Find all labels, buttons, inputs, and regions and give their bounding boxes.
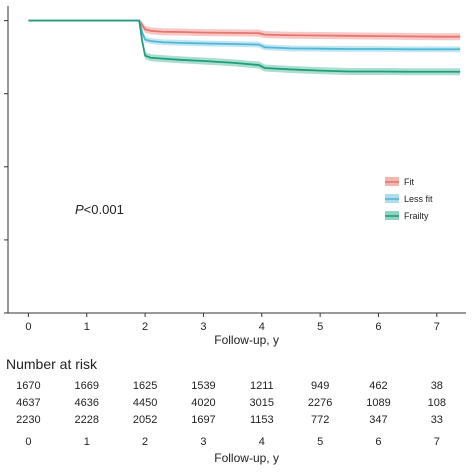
- risk-cell-r1-c0: 4637: [16, 397, 40, 409]
- x-tick-label-0: 0: [25, 321, 31, 333]
- risk-cell-r1-c7: 108: [428, 397, 446, 409]
- legend-label-2: Frailty: [404, 211, 429, 221]
- risk-time-label-6: 6: [375, 436, 381, 448]
- p-value-annotation: P<0.001: [75, 202, 124, 217]
- risk-time-label-2: 2: [142, 436, 148, 448]
- x-tick-label-6: 6: [375, 321, 381, 333]
- risk-table-title: Number at risk: [6, 356, 98, 372]
- risk-cell-r2-c2: 2052: [133, 414, 157, 426]
- risk-cell-r1-c3: 4020: [191, 397, 215, 409]
- p-value-text: <0.001: [84, 202, 124, 217]
- risk-cell-r1-c5: 2276: [308, 397, 332, 409]
- x-tick-label-1: 1: [84, 321, 90, 333]
- x-tick-label-7: 7: [434, 321, 440, 333]
- risk-time-label-3: 3: [200, 436, 206, 448]
- risk-cell-r0-c2: 1625: [133, 380, 157, 392]
- risk-cell-r0-c3: 1539: [191, 380, 215, 392]
- risk-cell-r2-c6: 347: [369, 414, 387, 426]
- risk-cell-r1-c2: 4450: [133, 397, 157, 409]
- series-band-0: [28, 20, 461, 41]
- risk-cell-r1-c1: 4636: [75, 397, 99, 409]
- legend-label-0: Fit: [404, 177, 414, 187]
- risk-cell-r0-c1: 1669: [75, 380, 99, 392]
- risk-cell-r2-c4: 1153: [250, 414, 274, 426]
- series-line-0: [28, 19, 461, 38]
- risk-time-label-0: 0: [25, 436, 31, 448]
- x-axis-label: Follow-up, y: [214, 333, 279, 347]
- risk-cell-r2-c1: 2228: [75, 414, 99, 426]
- risk-time-label-7: 7: [434, 436, 440, 448]
- x-tick-label-3: 3: [200, 321, 206, 333]
- x-tick-label-5: 5: [317, 321, 323, 333]
- series-line-1: [28, 19, 461, 51]
- risk-cell-r2-c3: 1697: [191, 414, 215, 426]
- risk-cell-r0-c0: 1670: [16, 380, 40, 392]
- risk-cell-r1-c6: 1089: [366, 397, 390, 409]
- risk-cell-r0-c7: 38: [431, 380, 443, 392]
- series-line-2: [28, 19, 461, 73]
- risk-cell-r1-c4: 3015: [250, 397, 274, 409]
- risk-cell-r2-c0: 2230: [16, 414, 40, 426]
- p-value-symbol: P: [75, 202, 84, 217]
- risk-time-label-4: 4: [259, 436, 265, 448]
- risk-cell-r0-c6: 462: [369, 380, 387, 392]
- x-tick-label-4: 4: [259, 321, 265, 333]
- risk-cell-r0-c4: 1211: [250, 380, 274, 392]
- legend-label-1: Less fit: [404, 194, 433, 204]
- risk-cell-r2-c5: 772: [311, 414, 329, 426]
- risk-x-axis-label: Follow-up, y: [214, 451, 279, 465]
- risk-cell-r0-c5: 949: [311, 380, 329, 392]
- risk-time-label-1: 1: [84, 436, 90, 448]
- risk-cell-r2-c7: 33: [431, 414, 443, 426]
- risk-time-label-5: 5: [317, 436, 323, 448]
- x-tick-label-2: 2: [142, 321, 148, 333]
